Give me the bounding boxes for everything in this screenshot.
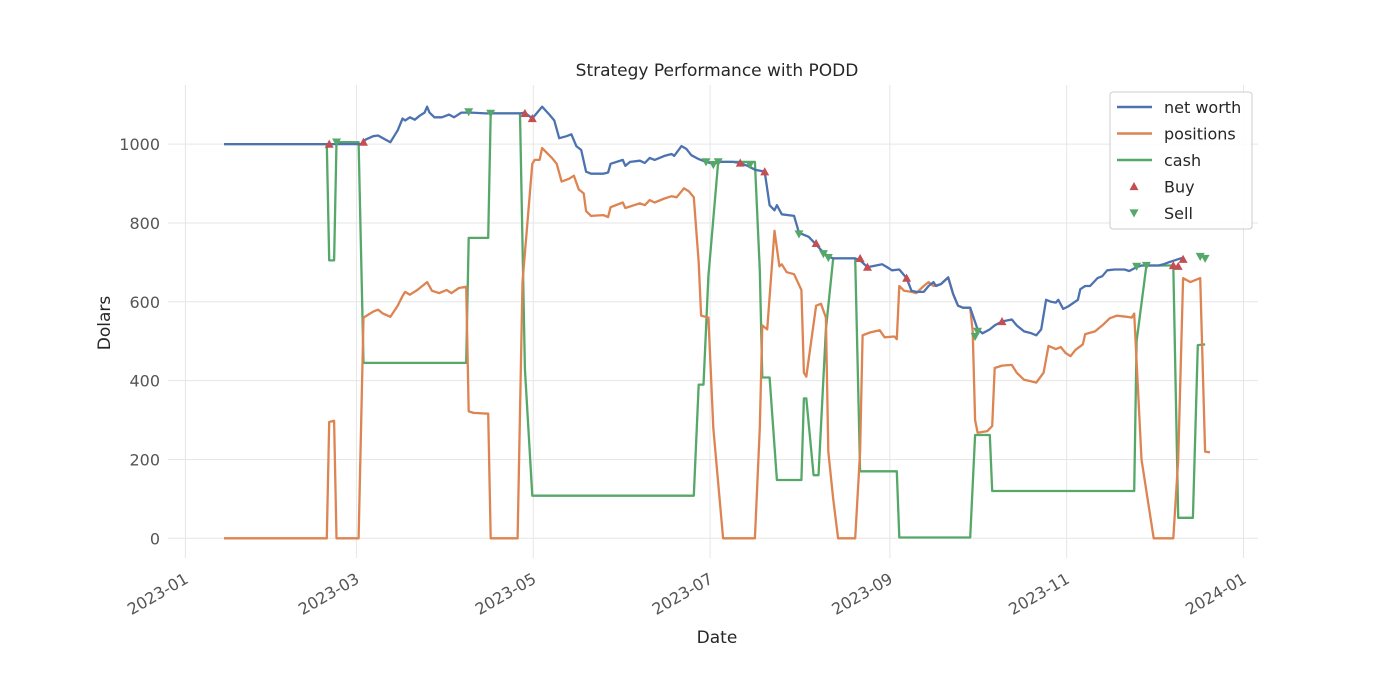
y-tick-label: 400 bbox=[129, 372, 160, 391]
sell-marker bbox=[713, 158, 723, 167]
legend-label: Sell bbox=[1164, 204, 1193, 223]
x-tick-label: 2023-09 bbox=[828, 569, 895, 619]
y-tick-label: 200 bbox=[129, 450, 160, 469]
legend-swatch bbox=[1129, 182, 1139, 191]
y-tick-label: 1000 bbox=[119, 135, 160, 154]
sell-marker bbox=[1200, 254, 1210, 263]
series-lines bbox=[224, 105, 1211, 540]
series-line-cash bbox=[224, 112, 1206, 539]
legend-label: cash bbox=[1164, 151, 1201, 170]
sell-marker bbox=[486, 109, 496, 118]
y-tick-label: 800 bbox=[129, 214, 160, 233]
sell-marker bbox=[464, 108, 474, 117]
grid-lines bbox=[168, 85, 1258, 558]
sell-marker bbox=[1132, 262, 1142, 271]
buy-marker bbox=[324, 139, 334, 148]
buy-marker bbox=[760, 167, 770, 176]
sell-marker bbox=[818, 250, 828, 259]
legend-item-cash: cash bbox=[1117, 151, 1201, 170]
buy-marker bbox=[997, 317, 1007, 326]
axis-ticks: 0 200 400 600 800 1000 2023-01 2023-03 2023-05 20… bbox=[119, 135, 1249, 619]
x-axis-label: Date bbox=[697, 628, 738, 648]
buy-marker bbox=[1173, 261, 1183, 270]
legend-label: positions bbox=[1164, 125, 1236, 144]
legend-item-sell: Sell bbox=[1129, 204, 1193, 223]
legend: net worth positions cash Buy Sell bbox=[1109, 91, 1253, 230]
y-axis-label: Dolars bbox=[95, 296, 115, 351]
x-tick-label: 2024-01 bbox=[1182, 569, 1249, 619]
legend-item-net-worth: net worth bbox=[1117, 98, 1241, 117]
sell-marker bbox=[708, 161, 718, 170]
buy-marker bbox=[520, 108, 530, 117]
legend-label: net worth bbox=[1164, 98, 1241, 117]
buy-marker bbox=[527, 114, 537, 123]
x-tick-label: 2023-01 bbox=[124, 569, 191, 619]
buy-marker bbox=[811, 238, 821, 248]
x-tick-label: 2023-11 bbox=[1005, 569, 1072, 619]
x-tick-label: 2023-03 bbox=[295, 569, 362, 619]
legend-items: net worth positions cash Buy Sell bbox=[1117, 98, 1241, 223]
chart-title: Strategy Performance with PODD bbox=[576, 61, 859, 81]
buy-marker bbox=[855, 253, 865, 263]
sell-marker bbox=[701, 158, 711, 167]
sell-marker bbox=[1141, 261, 1151, 271]
x-tick-label: 2023-07 bbox=[649, 569, 716, 619]
legend-item-buy: Buy bbox=[1129, 178, 1195, 197]
buy-marker bbox=[1178, 254, 1188, 263]
buy-marker bbox=[358, 137, 368, 146]
buy-marker bbox=[735, 158, 745, 167]
sell-marker bbox=[794, 230, 804, 239]
y-tick-label: 0 bbox=[150, 529, 160, 548]
legend-box bbox=[1109, 91, 1253, 230]
legend-label: Buy bbox=[1164, 178, 1195, 197]
sell-marker bbox=[332, 138, 342, 147]
trade-markers bbox=[324, 108, 1210, 341]
sell-marker bbox=[823, 254, 833, 263]
y-tick-label: 600 bbox=[129, 293, 160, 312]
buy-marker bbox=[862, 262, 872, 271]
series-line-positions bbox=[224, 146, 1211, 540]
buy-marker bbox=[902, 273, 912, 282]
legend-swatch bbox=[1129, 209, 1139, 218]
legend-item-positions: positions bbox=[1117, 125, 1236, 144]
sell-marker bbox=[745, 161, 755, 170]
sell-marker bbox=[973, 327, 983, 336]
x-tick-label: 2023-05 bbox=[472, 569, 539, 619]
series-line-net-worth bbox=[224, 105, 1184, 337]
